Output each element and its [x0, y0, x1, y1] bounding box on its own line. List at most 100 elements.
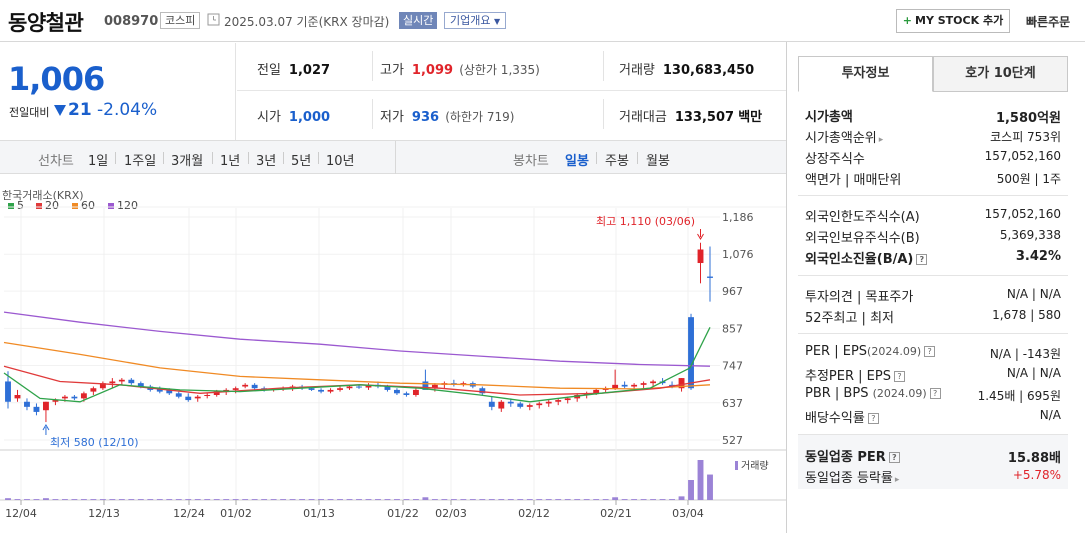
- candle-body: [308, 388, 315, 390]
- help-icon[interactable]: ?: [888, 452, 900, 463]
- volume-bar: [213, 499, 220, 500]
- tab-sep: [163, 152, 164, 164]
- info-tabs: 투자정보 호가 10단계: [798, 56, 1068, 92]
- row-value: N/A | N/A: [1006, 287, 1061, 301]
- realtime-button[interactable]: 실시간: [399, 12, 438, 29]
- candle-body: [90, 388, 97, 392]
- candle-body: [327, 389, 334, 392]
- row-key: 투자의견 | 목표주가: [805, 290, 914, 305]
- volume-bar: [5, 498, 11, 500]
- tab-10y[interactable]: 10년: [326, 154, 355, 169]
- legend-label: 5: [17, 199, 24, 212]
- market-badge: 코스피: [160, 12, 201, 29]
- legend-swatch: [108, 202, 114, 209]
- tab-monthly[interactable]: 월봉: [646, 154, 670, 169]
- tab-1d[interactable]: 1일: [88, 154, 109, 169]
- x-tick-label: 02/03: [435, 507, 467, 520]
- row-value: 코스피 753위: [990, 130, 1061, 144]
- candle-body: [507, 401, 514, 404]
- help-icon[interactable]: ?: [867, 413, 879, 424]
- ma60-line: [3, 341, 711, 390]
- y-tick-label: 527: [722, 434, 743, 447]
- row-industry-per: 동일업종 PER? 15.88배: [805, 446, 1061, 466]
- volume-bar: [612, 497, 619, 500]
- legend-label: 60: [81, 199, 95, 212]
- candle-body: [99, 383, 106, 389]
- price-summary: 1,006 전일대비 21 -2.04%: [0, 43, 236, 140]
- stat-label: 전일: [257, 63, 281, 78]
- help-icon[interactable]: ?: [916, 254, 928, 265]
- row-value: 157,052,160: [984, 149, 1061, 163]
- row-value: N/A: [1039, 408, 1061, 422]
- tab-sep: [248, 152, 249, 164]
- volume-bar: [147, 499, 154, 500]
- candle-body: [71, 396, 78, 399]
- row-key-year: (2024.09): [867, 345, 922, 358]
- help-icon[interactable]: ?: [893, 371, 905, 382]
- stat-unit: 백만: [738, 110, 763, 125]
- volume-bar: [337, 499, 343, 500]
- legend-ma20: 20: [36, 199, 59, 212]
- legend-ma5: 5: [8, 199, 24, 212]
- tab-quote-10[interactable]: 호가 10단계: [933, 56, 1068, 92]
- row-mcap-rank[interactable]: 시가총액순위 ▸ 코스피 753위: [805, 127, 1061, 147]
- volume-bar: [545, 499, 552, 500]
- company-info-dropdown[interactable]: 기업개요 ▼: [444, 12, 507, 29]
- candle-body: [612, 384, 619, 389]
- price-diff: 21: [68, 100, 92, 120]
- help-icon[interactable]: ?: [924, 346, 936, 357]
- row-industry-rate[interactable]: 동일업종 등락률 ▸ +5.78%: [805, 467, 1061, 487]
- volume-bar: [564, 499, 571, 500]
- stat-high: 고가 1,099 (상한가 1,335): [380, 59, 540, 78]
- volume-bar: [24, 499, 30, 500]
- volume-bar: [621, 499, 628, 500]
- row-foreign-rate: 외국인소진율(B/A)? 3.42%: [805, 248, 1061, 268]
- tab-sep: [212, 152, 213, 164]
- price-rate: -2.04%: [97, 100, 158, 120]
- volume-bar: [412, 499, 419, 500]
- quick-order-link[interactable]: 빠른주문: [1026, 15, 1071, 29]
- volume-bar: [175, 499, 182, 500]
- stats-sep: [603, 99, 604, 129]
- candle-body: [337, 388, 343, 390]
- row-value: 5,369,338: [999, 228, 1061, 242]
- tab-weekly[interactable]: 주봉: [605, 154, 629, 169]
- y-tick-label: 1,186: [722, 211, 754, 224]
- candle-body: [536, 403, 543, 406]
- ma120-line: [3, 311, 711, 367]
- row-key-year: (2024.09): [872, 387, 927, 400]
- price-stats: 전일 1,027 고가 1,099 (상한가 1,335) 거래량 130,683,4…: [237, 43, 786, 140]
- candle-body: [80, 393, 87, 399]
- volume-bar: [678, 496, 685, 500]
- volume-bar: [640, 499, 647, 500]
- ma5-line: [3, 327, 711, 403]
- candle-body: [365, 384, 372, 388]
- row-key-text: 추정PER | EPS: [805, 369, 891, 384]
- tab-3y[interactable]: 3년: [256, 154, 277, 169]
- tab-invest-info[interactable]: 투자정보: [798, 56, 933, 92]
- x-tick-label: 12/24: [173, 507, 205, 520]
- candle-body: [24, 401, 30, 407]
- tab-5y[interactable]: 5년: [291, 154, 312, 169]
- candle-body: [175, 393, 182, 397]
- stats-divider: [237, 90, 786, 91]
- upper-limit: (상한가 1,335): [459, 63, 540, 77]
- tab-1y[interactable]: 1년: [220, 154, 241, 169]
- volume-bar: [394, 499, 400, 500]
- x-tick-label: 12/13: [88, 507, 120, 520]
- help-icon[interactable]: ?: [929, 388, 941, 399]
- tab-daily[interactable]: 일봉: [565, 154, 589, 169]
- candle-body: [318, 389, 324, 392]
- candle-body: [479, 388, 486, 394]
- tab-3m[interactable]: 3개월: [171, 154, 204, 169]
- tab-1w[interactable]: 1주일: [124, 154, 157, 169]
- volume-bar: [318, 499, 324, 500]
- volume-bar: [631, 499, 638, 500]
- volume-bar: [375, 499, 381, 500]
- volume-bar: [574, 499, 581, 500]
- stat-label: 저가: [380, 110, 404, 125]
- add-mystock-button[interactable]: + MY STOCK 추가: [896, 9, 1010, 33]
- volume-bar: [90, 499, 97, 500]
- stat-label: 거래량: [619, 63, 655, 78]
- volume-bar: [327, 499, 334, 500]
